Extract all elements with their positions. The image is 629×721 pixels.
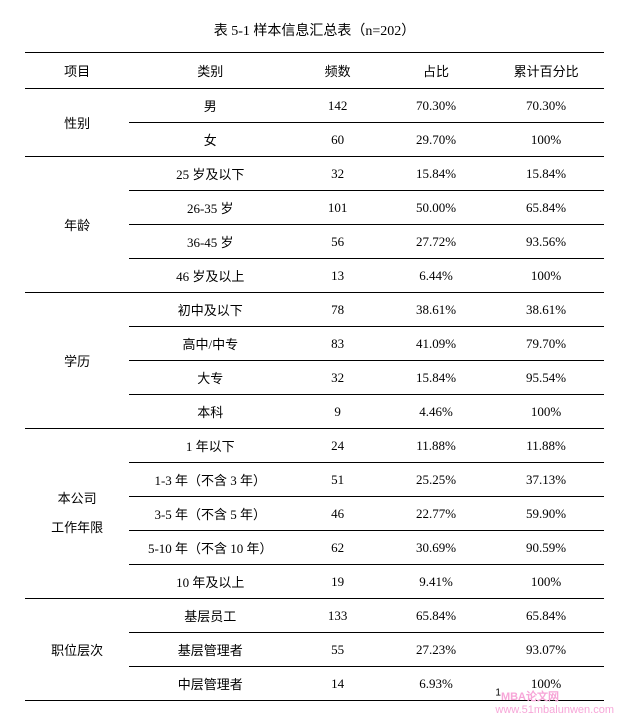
cell-cum: 93.07% (488, 633, 604, 667)
table-row: 本公司工作年限1 年以下2411.88%11.88% (25, 429, 604, 463)
cell-cum: 65.84% (488, 191, 604, 225)
cell-cat: 中层管理者 (129, 667, 291, 701)
cell-cat: 初中及以下 (129, 293, 291, 327)
cell-pct: 30.69% (384, 531, 488, 565)
header-freq: 频数 (291, 53, 384, 89)
cell-cat: 3-5 年（不含 5 年） (129, 497, 291, 531)
cell-cat: 10 年及以上 (129, 565, 291, 599)
cell-freq: 51 (291, 463, 384, 497)
cell-cat: 大专 (129, 361, 291, 395)
cell-freq: 19 (291, 565, 384, 599)
watermark-main: MBA论文网 (501, 691, 559, 703)
cell-pct: 9.41% (384, 565, 488, 599)
cell-pct: 27.23% (384, 633, 488, 667)
table-row: 职位层次基层员工13365.84%65.84% (25, 599, 604, 633)
cell-freq: 46 (291, 497, 384, 531)
cell-cum: 65.84% (488, 599, 604, 633)
cell-freq: 9 (291, 395, 384, 429)
cell-cum: 90.59% (488, 531, 604, 565)
cell-freq: 101 (291, 191, 384, 225)
cell-cat: 46 岁及以上 (129, 259, 291, 293)
cell-pct: 27.72% (384, 225, 488, 259)
watermark: 1MBA论文网 www.51mbalunwen.com (495, 687, 614, 716)
cell-cat: 基层管理者 (129, 633, 291, 667)
cell-cum: 100% (488, 123, 604, 157)
cell-pct: 70.30% (384, 89, 488, 123)
cell-cum: 70.30% (488, 89, 604, 123)
summary-table: 项目 类别 频数 占比 累计百分比 性别男14270.30%70.30%女602… (25, 52, 604, 701)
header-row: 项目 类别 频数 占比 累计百分比 (25, 53, 604, 89)
cell-cat: 本科 (129, 395, 291, 429)
cell-freq: 24 (291, 429, 384, 463)
cell-freq: 142 (291, 89, 384, 123)
cell-cum: 38.61% (488, 293, 604, 327)
cell-cat: 女 (129, 123, 291, 157)
cell-pct: 65.84% (384, 599, 488, 633)
watermark-url: www.51mbalunwen.com (495, 704, 614, 716)
cell-pct: 50.00% (384, 191, 488, 225)
table-row: 年龄25 岁及以下3215.84%15.84% (25, 157, 604, 191)
cell-cum: 100% (488, 259, 604, 293)
cell-pct: 6.93% (384, 667, 488, 701)
cell-freq: 60 (291, 123, 384, 157)
header-cum: 累计百分比 (488, 53, 604, 89)
cell-cat: 5-10 年（不含 10 年） (129, 531, 291, 565)
cell-cat: 高中/中专 (129, 327, 291, 361)
cell-cum: 11.88% (488, 429, 604, 463)
cell-pct: 25.25% (384, 463, 488, 497)
header-pct: 占比 (384, 53, 488, 89)
cell-cat: 1 年以下 (129, 429, 291, 463)
cell-cat: 男 (129, 89, 291, 123)
cell-cum: 100% (488, 565, 604, 599)
group-name: 年龄 (25, 157, 129, 293)
cell-freq: 56 (291, 225, 384, 259)
header-group: 项目 (25, 53, 129, 89)
cell-pct: 29.70% (384, 123, 488, 157)
cell-cat: 36-45 岁 (129, 225, 291, 259)
cell-freq: 133 (291, 599, 384, 633)
cell-cum: 95.54% (488, 361, 604, 395)
cell-freq: 32 (291, 157, 384, 191)
cell-pct: 11.88% (384, 429, 488, 463)
cell-pct: 22.77% (384, 497, 488, 531)
cell-pct: 38.61% (384, 293, 488, 327)
cell-freq: 32 (291, 361, 384, 395)
cell-cat: 26-35 岁 (129, 191, 291, 225)
cell-cum: 100% (488, 395, 604, 429)
cell-freq: 78 (291, 293, 384, 327)
cell-cum: 15.84% (488, 157, 604, 191)
cell-freq: 62 (291, 531, 384, 565)
table-title: 表 5-1 样本信息汇总表（n=202） (25, 20, 604, 40)
group-name: 职位层次 (25, 599, 129, 701)
cell-cum: 37.13% (488, 463, 604, 497)
cell-freq: 14 (291, 667, 384, 701)
group-name: 学历 (25, 293, 129, 429)
cell-cum: 79.70% (488, 327, 604, 361)
cell-cat: 1-3 年（不含 3 年） (129, 463, 291, 497)
table-row: 性别男14270.30%70.30% (25, 89, 604, 123)
cell-cat: 25 岁及以下 (129, 157, 291, 191)
cell-freq: 55 (291, 633, 384, 667)
cell-pct: 15.84% (384, 157, 488, 191)
group-name: 本公司工作年限 (25, 429, 129, 599)
cell-pct: 6.44% (384, 259, 488, 293)
cell-pct: 4.46% (384, 395, 488, 429)
cell-freq: 83 (291, 327, 384, 361)
header-category: 类别 (129, 53, 291, 89)
table-row: 学历初中及以下7838.61%38.61% (25, 293, 604, 327)
cell-cat: 基层员工 (129, 599, 291, 633)
cell-freq: 13 (291, 259, 384, 293)
cell-pct: 41.09% (384, 327, 488, 361)
cell-cum: 59.90% (488, 497, 604, 531)
cell-cum: 93.56% (488, 225, 604, 259)
cell-pct: 15.84% (384, 361, 488, 395)
group-name: 性别 (25, 89, 129, 157)
